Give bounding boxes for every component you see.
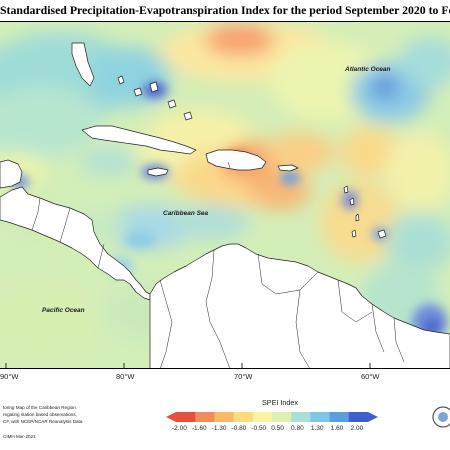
legend-swatch	[310, 412, 330, 422]
footnote-credit: CIMH Mar-2021	[3, 434, 36, 439]
lon-tick-70w: 70°W	[234, 372, 253, 381]
lon-tick-marks	[5, 363, 371, 368]
label-atlantic-ocean: Atlantic Ocean	[344, 66, 391, 73]
legend-swatch	[272, 412, 292, 422]
footnote-line-1: toring Map of the Caribbean Region.	[3, 405, 78, 410]
map-panel: Atlantic Ocean Caribbean Sea Pacific Oce…	[0, 21, 450, 369]
legend-swatch	[291, 412, 311, 422]
map-title: Standardised Precipitation-Evapotranspir…	[0, 3, 450, 17]
puerto-rico	[277, 164, 299, 172]
cuba	[81, 125, 197, 155]
legend-value-label: -2.00	[172, 425, 187, 432]
legend-value-label: -1.30	[211, 425, 227, 432]
lon-tick-90w: 90°W	[0, 372, 19, 381]
legend-value-label: 2.00	[350, 425, 364, 432]
lon-tick-80w: 80°W	[116, 372, 135, 381]
footnote-line-3: CF, with NCEP/NCAR Reanalysis Data	[3, 419, 83, 424]
legend-value-label: 0.50	[271, 425, 284, 432]
legend-value-label: -1.60	[191, 425, 207, 432]
label-caribbean-sea: Caribbean Sea	[163, 210, 209, 217]
legend-swatches	[176, 412, 369, 422]
legend-value-label: 1.30	[310, 425, 324, 432]
label-pacific-ocean: Pacific Ocean	[42, 307, 85, 314]
legend-arrow-high	[368, 412, 378, 422]
legend-value-label: 0.80	[291, 425, 304, 432]
lesser-antilles	[343, 185, 387, 239]
legend-swatch	[348, 412, 369, 422]
spei-map-canvas: Atlantic Ocean Caribbean Sea Pacific Oce…	[0, 22, 450, 368]
hispaniola	[205, 149, 267, 171]
legend-arrow-low	[166, 412, 176, 422]
spei-field	[0, 22, 450, 362]
legend-value-label: 1.60	[330, 425, 344, 432]
legend-swatch	[214, 412, 234, 422]
legend-swatch	[176, 412, 196, 422]
south-america	[149, 243, 450, 368]
yucatan	[0, 159, 23, 189]
legend-title: SPEI Index	[262, 398, 298, 407]
cimh-logo	[432, 406, 450, 428]
legend-swatch	[195, 412, 215, 422]
country-borders	[31, 161, 405, 368]
land-masses	[0, 42, 450, 368]
jamaica	[147, 167, 169, 177]
bahamas	[117, 75, 193, 121]
legend-value-label: -0.50	[251, 425, 267, 432]
legend-colorbar	[166, 412, 378, 422]
legend-value-label: -0.80	[231, 425, 247, 432]
florida	[71, 42, 95, 87]
legend-swatch	[252, 412, 273, 422]
legend-swatch	[233, 412, 254, 422]
footnote-line-2: regating station based observations,	[3, 412, 77, 417]
lon-tick-60w: 60°W	[361, 372, 380, 381]
legend-swatch	[329, 412, 350, 422]
